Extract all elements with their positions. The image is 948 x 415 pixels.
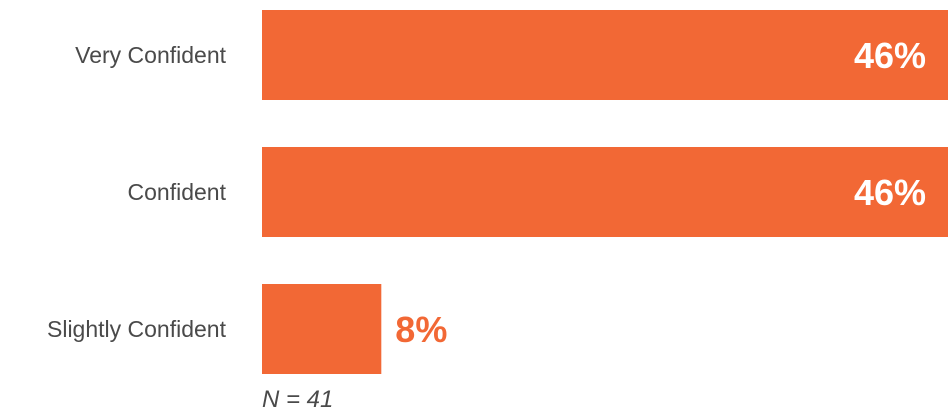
bars bbox=[262, 10, 948, 374]
bar bbox=[262, 10, 948, 100]
bar bbox=[262, 284, 382, 374]
category-label: Confident bbox=[128, 179, 227, 205]
category-label: Very Confident bbox=[75, 42, 226, 68]
category-label: Slightly Confident bbox=[47, 316, 227, 342]
data-label: 46% bbox=[854, 35, 926, 76]
bar bbox=[262, 147, 948, 237]
data-label: 8% bbox=[395, 309, 447, 350]
sample-size-note: N = 41 bbox=[262, 386, 333, 413]
data-label: 46% bbox=[854, 172, 926, 213]
category-labels: Very Confident Confident Slightly Confiden… bbox=[47, 42, 227, 342]
value-labels: 46% 46% 8% bbox=[395, 35, 926, 350]
